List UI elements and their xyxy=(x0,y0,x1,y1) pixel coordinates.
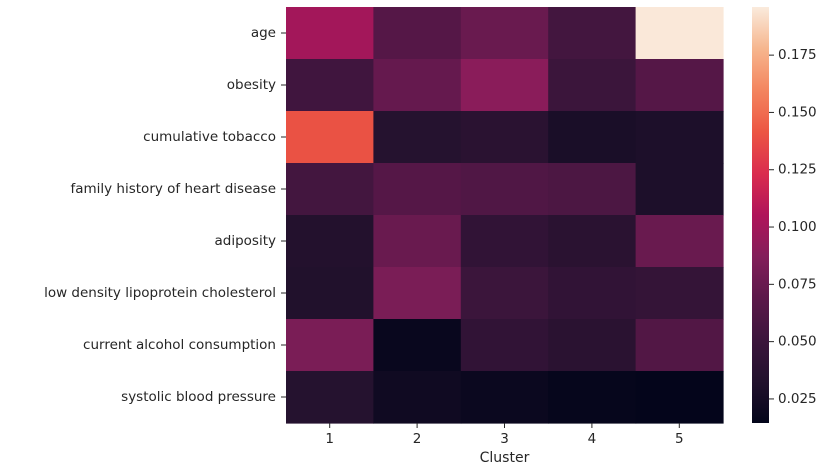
colorbar-tick-label: 0.050 xyxy=(778,334,817,350)
heatmap-cell xyxy=(460,371,549,424)
heatmap-cell xyxy=(635,371,724,424)
heatmap-cell xyxy=(548,111,637,164)
heatmap-cell xyxy=(460,163,549,216)
column-labels: 1 2 3 4 5 xyxy=(325,423,684,447)
heatmap-cell xyxy=(286,215,374,268)
heatmap-cell xyxy=(286,267,374,320)
row-label: cumulative tobacco xyxy=(143,129,276,145)
heatmap-cell xyxy=(286,163,374,216)
heatmap-cell xyxy=(460,7,549,60)
colorbar-tick-label: 0.125 xyxy=(778,162,817,178)
row-label: obesity xyxy=(227,77,276,93)
column-label: 4 xyxy=(588,431,597,447)
column-label: 3 xyxy=(500,431,509,447)
column-label: 2 xyxy=(413,431,422,447)
heatmap-cell xyxy=(548,371,637,424)
heatmap-cell xyxy=(548,215,637,268)
row-label: adiposity xyxy=(215,233,277,249)
row-labels: age obesity cumulative tobacco family histo… xyxy=(44,25,286,405)
colorbar-ticks: 0.025 0.050 0.075 0.100 0.125 0.150 0.175 xyxy=(769,47,817,407)
heatmap-cell xyxy=(548,7,637,60)
row-label: low density lipoprotein cholesterol xyxy=(44,285,276,301)
heatmap-cell xyxy=(460,111,549,164)
colorbar-tick-label: 0.175 xyxy=(778,47,817,63)
heatmap-cell xyxy=(548,163,637,216)
heatmap-cell xyxy=(635,163,724,216)
heatmap-cell xyxy=(635,215,724,268)
colorbar-tick-label: 0.100 xyxy=(778,219,817,235)
heatmap-cell xyxy=(373,267,462,320)
heatmap-cell xyxy=(548,267,637,320)
heatmap-cells xyxy=(286,7,724,424)
x-axis-label: Cluster xyxy=(480,450,530,465)
heatmap-cell xyxy=(286,7,374,60)
heatmap-cell xyxy=(373,163,462,216)
heatmap-cell xyxy=(373,371,462,424)
heatmap-cell xyxy=(635,111,724,164)
row-label: systolic blood pressure xyxy=(121,389,276,405)
heatmap-cell xyxy=(373,7,462,60)
heatmap-cell xyxy=(286,111,374,164)
row-label: current alcohol consumption xyxy=(83,337,276,353)
heatmap-cell xyxy=(286,319,374,372)
colorbar xyxy=(752,7,769,423)
heatmap-cell xyxy=(373,319,462,372)
heatmap-cell xyxy=(635,7,724,60)
colorbar-tick-label: 0.025 xyxy=(778,391,817,407)
heatmap-cell xyxy=(460,267,549,320)
row-label: family history of heart disease xyxy=(70,181,276,197)
row-label: age xyxy=(251,25,276,41)
column-label: 1 xyxy=(325,431,334,447)
heatmap-cell xyxy=(635,59,724,112)
heatmap-cell xyxy=(286,59,374,112)
heatmap-cell xyxy=(635,319,724,372)
heatmap-cell xyxy=(460,59,549,112)
heatmap-cell xyxy=(373,59,462,112)
heatmap-cell xyxy=(373,215,462,268)
heatmap-cell xyxy=(460,319,549,372)
heatmap-cell xyxy=(460,215,549,268)
heatmap-cell xyxy=(286,371,374,424)
heatmap-cell xyxy=(548,319,637,372)
colorbar-tick-label: 0.150 xyxy=(778,104,817,120)
heatmap-cell xyxy=(373,111,462,164)
column-label: 5 xyxy=(675,431,684,447)
heatmap-cell xyxy=(635,267,724,320)
heatmap-cell xyxy=(548,59,637,112)
colorbar-tick-label: 0.075 xyxy=(778,276,817,292)
